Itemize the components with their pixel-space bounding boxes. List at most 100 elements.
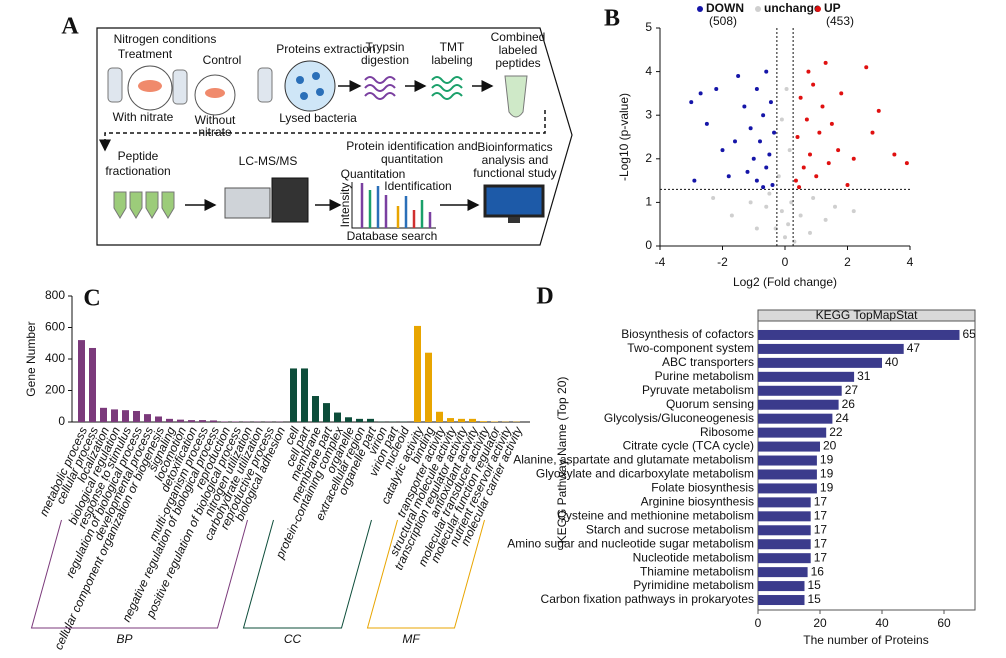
label: Control [203,53,242,67]
y-tick-label: Glyoxylate and dicarboxylate metabolism [536,467,754,481]
point [770,182,775,187]
bar [458,418,465,422]
label-line: Combined [491,30,546,44]
point [820,104,825,109]
point [736,73,741,78]
label: LC-MS/MS [239,154,298,168]
label-line: functional study [473,166,556,180]
label: Quantitation [341,167,406,181]
y-tick-label: Thiamine metabolism [640,564,754,578]
point [764,165,769,170]
point [720,148,725,153]
point [836,148,841,153]
x-tick-label: 4 [907,255,914,269]
bar [758,427,827,438]
point [729,213,734,218]
point [714,87,719,92]
y-tick-label: Pyrimidine metabolism [633,578,754,592]
label-line: Protein identification and [346,139,477,153]
point [798,213,803,218]
value-label: 24 [835,411,849,425]
y-tick-label: Folate biosynthesis [651,481,754,495]
value-label: 16 [811,564,825,578]
bar [425,352,432,422]
bar [758,441,820,452]
y-tick-label: Citrate cycle (TCA cycle) [623,439,754,453]
point [823,60,828,65]
point [851,156,856,161]
label-line: labeling [431,53,472,67]
point [904,161,909,166]
y-axis-label: -Log10 (p-value) [617,93,631,181]
point [776,174,781,179]
y-tick-label: ABC transporters [662,355,754,369]
point [876,108,881,113]
point [754,87,759,92]
x-tick-label: -4 [655,255,666,269]
labeled-peptides [431,76,463,100]
point [754,226,759,231]
bar [758,553,811,564]
label: Nitrogen conditions [114,32,217,46]
y-tick-label: 1 [645,195,652,209]
bacteria [205,88,225,98]
label-line: fractionation [105,164,170,178]
point [772,130,777,135]
bar [414,325,421,422]
legend-marker [697,6,703,12]
bar [144,414,151,422]
point [733,139,737,144]
bar [758,399,839,410]
point [726,174,731,179]
x-tick-label: 0 [782,255,789,269]
fraction-tubes [113,191,175,219]
y-tick-label: Quorum sensing [666,397,754,411]
group-label: BP [116,632,132,646]
legend-label: DOWN [706,1,744,15]
bar [133,410,140,422]
point [793,178,798,183]
bar [177,419,184,422]
point [745,169,750,174]
bar [323,403,330,422]
point [826,161,831,166]
panel-label: A [61,14,79,40]
panel-a [96,27,573,246]
spectrum-axes [351,182,436,229]
label: Proteins extraction [276,42,375,56]
tube [257,67,273,103]
group-bracket [242,519,372,629]
point [804,117,809,122]
point [829,121,834,126]
y-tick-label: Purine metabolism [655,369,754,383]
value-label: 20 [823,439,837,453]
point [864,65,869,70]
bar [480,421,487,422]
point [798,95,803,100]
tube [172,69,188,105]
y-tick-label: 400 [45,351,65,365]
instrument [271,177,309,223]
value-label: 17 [814,495,828,509]
panel-label: D [536,284,553,310]
bar [758,497,811,508]
group-bracket [366,519,485,629]
point [761,185,766,190]
y-tick-label: Amino sugar and nucleotide sugar metabol… [507,536,754,550]
x-tick-label: -2 [717,255,728,269]
y-tick-label: 0 [58,414,65,428]
tube [107,67,123,103]
label-line: analysis and [482,153,549,167]
y-tick-label: Two-component system [627,341,754,355]
value-label: 65 [963,327,977,341]
legend-marker [815,6,821,12]
bar [758,595,805,606]
point [768,100,773,105]
group-label: MF [402,632,420,646]
bar [758,469,817,480]
y-tick-label: 0 [645,238,652,252]
bar [758,567,808,578]
label: Database search [347,229,438,243]
value-label: 22 [829,425,843,439]
bar [78,340,85,422]
